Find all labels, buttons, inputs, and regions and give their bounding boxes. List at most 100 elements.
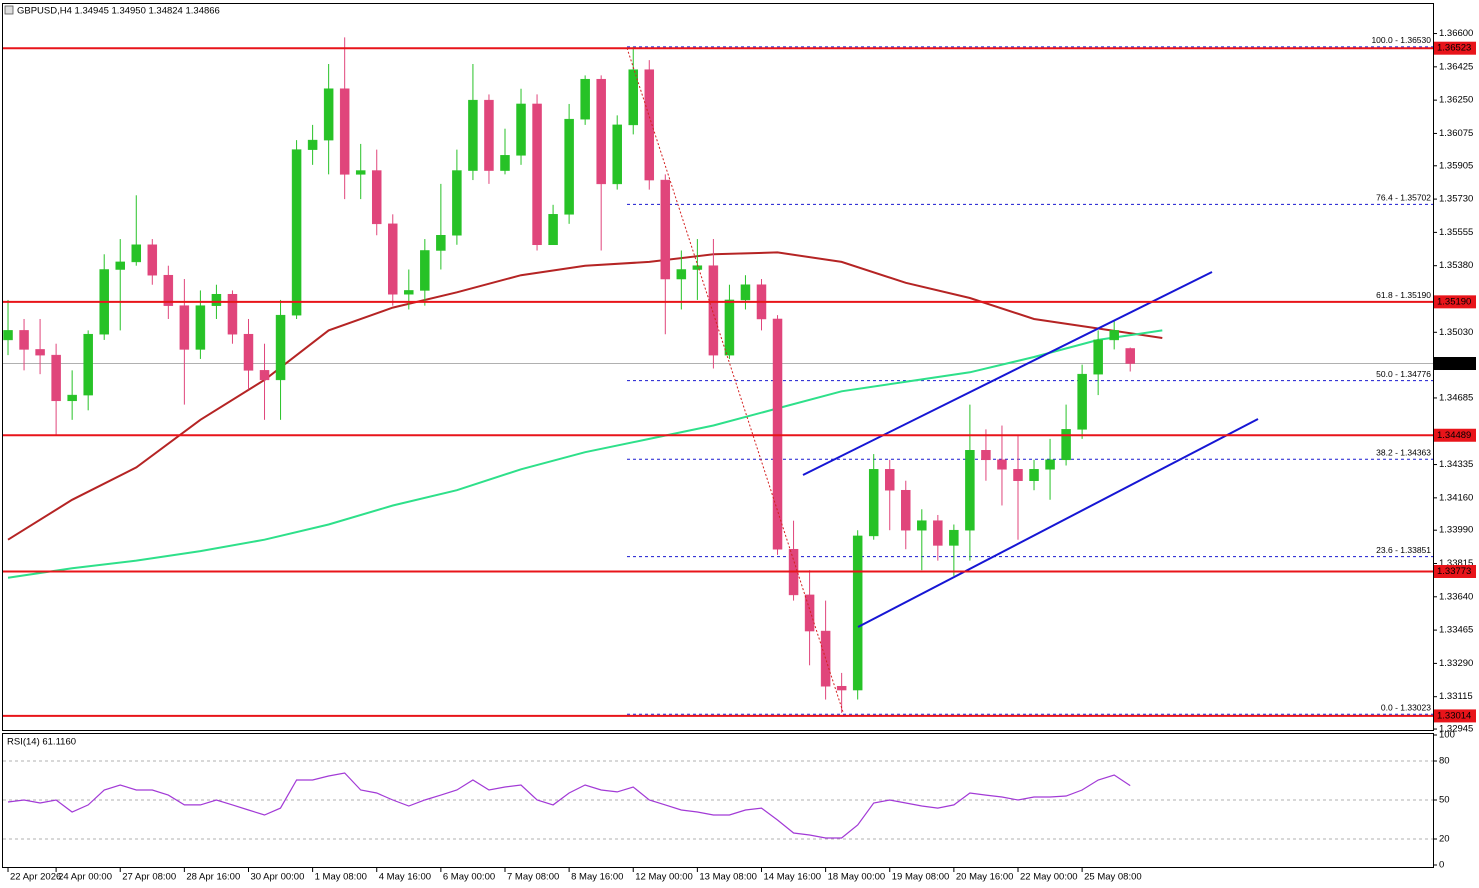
chart-title: GBPUSD,H4 1.34945 1.34950 1.34824 1.3486…	[17, 6, 220, 17]
candle-body	[965, 450, 975, 531]
candle-body	[708, 265, 719, 356]
candle-body	[868, 469, 879, 537]
x-tick-label: 24 Apr 00:00	[58, 872, 112, 883]
candle-body	[1093, 339, 1103, 375]
level-price-label: 1.35190	[1437, 296, 1471, 307]
candle-body	[901, 489, 911, 531]
candle-body	[660, 179, 671, 280]
y-tick-label: 1.35905	[1439, 160, 1473, 171]
candle-body	[307, 139, 318, 150]
level-price-box	[1434, 709, 1476, 723]
candle-body	[884, 469, 895, 491]
x-tick-label: 7 May 08:00	[507, 872, 559, 883]
x-tick-label: 12 May 00:00	[635, 872, 693, 883]
candle-body	[852, 535, 863, 691]
moving-average	[7, 329, 1163, 579]
fib-anchor	[626, 47, 844, 713]
x-tick-label: 19 May 08:00	[892, 872, 950, 883]
x-tick-label: 28 Apr 16:00	[186, 872, 240, 883]
candle-body	[275, 314, 286, 381]
y-tick-label: 1.35380	[1439, 260, 1473, 271]
y-tick-label: 1.34160	[1439, 492, 1473, 503]
candle-body	[580, 78, 590, 120]
rsi-tick-label: 80	[1439, 756, 1450, 767]
last-price-box	[1434, 357, 1476, 371]
candle-body	[388, 223, 398, 295]
y-tick-label: 1.35730	[1439, 194, 1473, 205]
candle-body	[19, 330, 29, 350]
rsi-tick-label: 100	[1439, 730, 1455, 741]
rsi-tick-label: 0	[1439, 860, 1444, 871]
candle-body	[211, 293, 222, 306]
moving-average	[7, 251, 1163, 541]
candle-body	[67, 394, 77, 402]
level-price-box	[1434, 41, 1476, 55]
main-pane	[2, 3, 1434, 731]
candle-body	[516, 103, 526, 156]
candle-body	[243, 333, 254, 371]
y-tick-label: 1.35030	[1439, 327, 1473, 338]
candle-body	[772, 318, 783, 550]
candle-body	[371, 170, 382, 225]
candle-body	[724, 299, 735, 356]
y-tick-label: 1.36075	[1439, 128, 1473, 139]
x-tick-label: 8 May 16:00	[571, 872, 623, 883]
y-tick-label: 1.33815	[1439, 558, 1473, 569]
y-tick-label: 1.33290	[1439, 658, 1473, 669]
y-tick-label: 1.34335	[1439, 459, 1473, 470]
rsi-line	[7, 772, 1131, 839]
y-tick-label: 1.34685	[1439, 392, 1473, 403]
candle-body	[628, 69, 638, 126]
level-price-box	[1434, 295, 1476, 309]
candle-body	[452, 170, 462, 236]
candle-body	[1109, 330, 1119, 341]
candle-body	[676, 269, 687, 280]
candle-body	[564, 118, 574, 215]
fib-label: 76.4 - 1.35702	[1376, 193, 1431, 203]
y-tick-label: 1.33640	[1439, 591, 1473, 602]
overlay-layer: 1.36523 1.35190 1.34489 1.33773 1.33014 1.348…	[3, 41, 1476, 723]
candle-body	[644, 69, 655, 181]
candle-body	[1125, 348, 1135, 364]
candle-body	[740, 284, 751, 301]
rsi-tick-label: 20	[1439, 834, 1450, 845]
fib-label: 100.0 - 1.36530	[1371, 35, 1431, 45]
candle-body	[981, 450, 991, 461]
candle-body	[147, 244, 158, 276]
candle-body	[163, 274, 174, 306]
candle-body	[404, 290, 414, 295]
main-layer: 1.36600 1.36425 1.36250 1.36075 1.35905 1.357…	[3, 28, 1473, 883]
symbol-icon	[4, 5, 14, 15]
x-tick-label: 22 May 00:00	[1020, 872, 1078, 883]
trendline-lower	[857, 418, 1259, 628]
rsi-tick-label: 50	[1439, 795, 1450, 806]
candle-body	[131, 244, 142, 263]
y-tick-label: 1.36600	[1439, 28, 1473, 39]
y-tick-label: 1.36425	[1439, 61, 1473, 72]
fib-label: 50.0 - 1.34776	[1376, 369, 1431, 379]
y-tick-label: 1.33115	[1439, 691, 1473, 702]
level-price-label: 1.33773	[1437, 566, 1471, 577]
y-tick-label: 1.35555	[1439, 227, 1473, 238]
x-tick-label: 18 May 00:00	[828, 872, 886, 883]
candle-body	[949, 529, 959, 546]
candle-body	[820, 630, 831, 687]
candle-body	[500, 155, 510, 171]
candle-body	[420, 250, 430, 291]
y-tick-label: 1.33990	[1439, 525, 1473, 536]
level-price-label: 1.34489	[1437, 430, 1471, 441]
candle-body	[484, 99, 494, 171]
x-tick-label: 27 Apr 08:00	[122, 872, 176, 883]
candle-body	[692, 265, 703, 270]
candle-body	[836, 685, 847, 691]
candle-body	[291, 149, 302, 316]
level-price-label: 1.33014	[1437, 710, 1471, 721]
candle-body	[259, 370, 270, 381]
y-tick-label: 1.32945	[1439, 724, 1473, 735]
fib-label: 61.8 - 1.35190	[1376, 290, 1431, 300]
candle-body	[355, 170, 366, 175]
level-price-box	[1434, 428, 1476, 442]
candle-body	[35, 349, 45, 356]
